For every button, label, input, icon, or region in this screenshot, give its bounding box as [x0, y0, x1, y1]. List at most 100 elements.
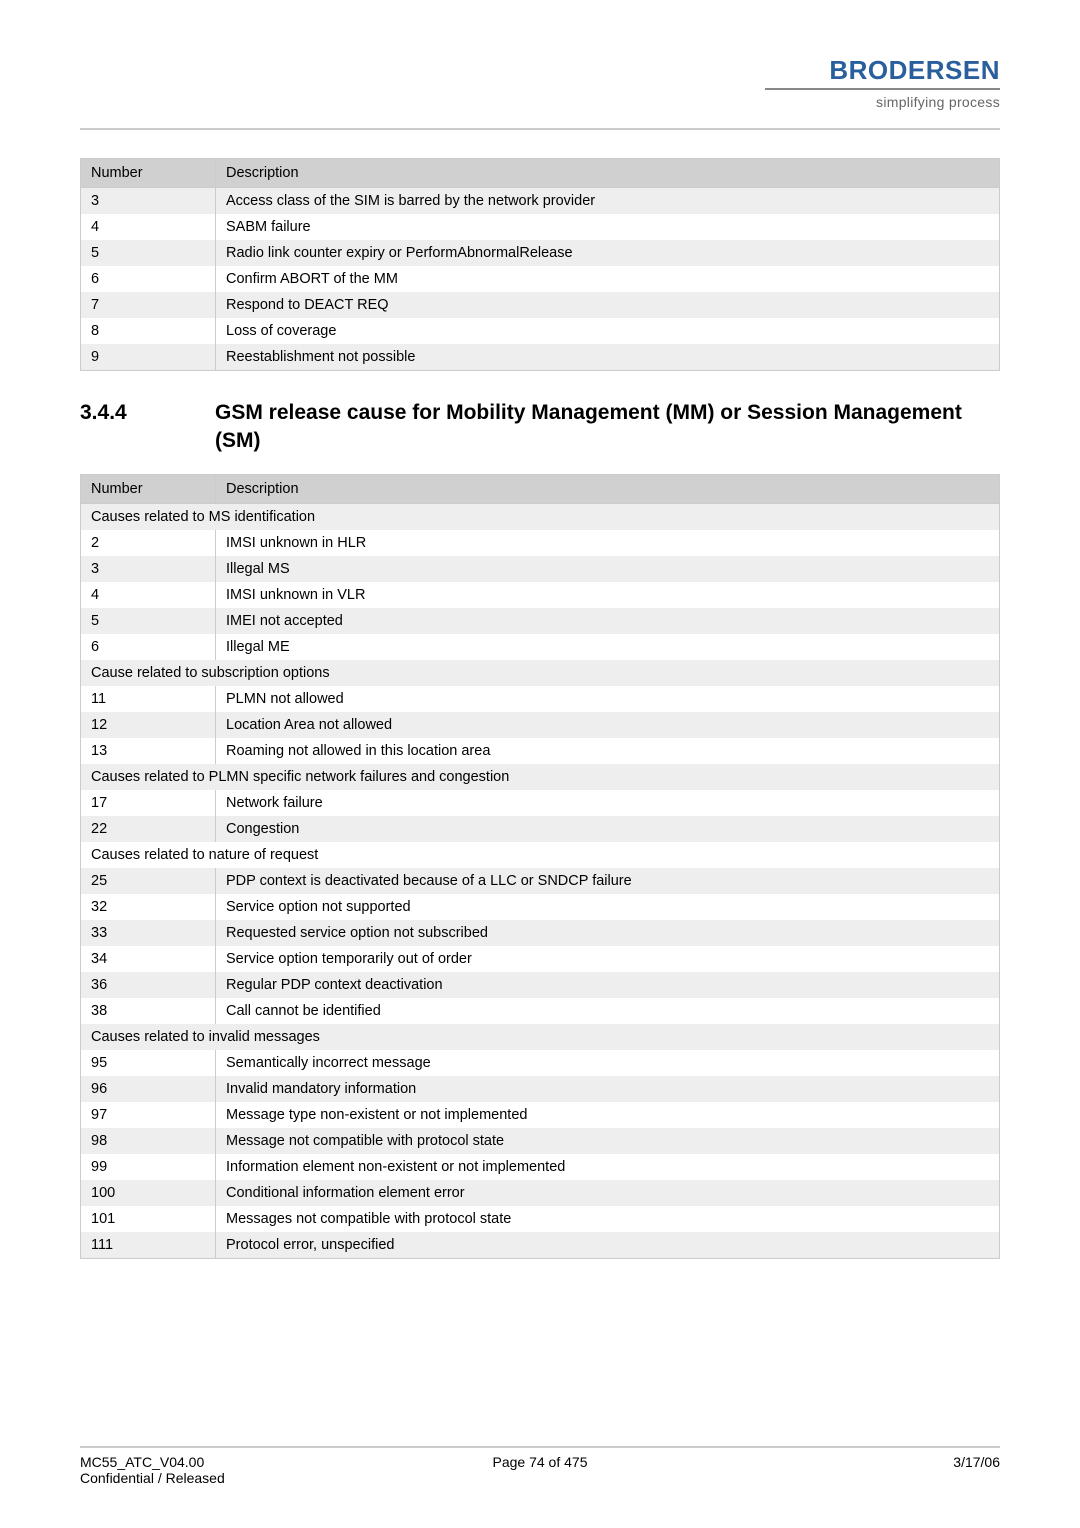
table-row: 101Messages not compatible with protocol… [81, 1206, 1000, 1232]
table-row: 38Call cannot be identified [81, 998, 1000, 1024]
th-description: Description [216, 159, 1000, 188]
table-row: 5IMEI not accepted [81, 608, 1000, 634]
cell-number: 17 [81, 790, 216, 816]
cell-description: Call cannot be identified [216, 998, 1000, 1024]
cell-description: Information element non-existent or not … [216, 1154, 1000, 1180]
cell-description: Reestablishment not possible [216, 344, 1000, 371]
table-row: 3Illegal MS [81, 556, 1000, 582]
cell-number: 7 [81, 292, 216, 318]
cell-description: Access class of the SIM is barred by the… [216, 188, 1000, 215]
th-number: Number [81, 159, 216, 188]
cell-description: Respond to DEACT REQ [216, 292, 1000, 318]
cell-description: IMSI unknown in VLR [216, 582, 1000, 608]
cell-description: Semantically incorrect message [216, 1050, 1000, 1076]
cell-number: 36 [81, 972, 216, 998]
section-title: GSM release cause for Mobility Managemen… [215, 399, 1000, 456]
table-subheading-row: Cause related to subscription options [81, 660, 1000, 686]
cell-number: 33 [81, 920, 216, 946]
cell-number: 34 [81, 946, 216, 972]
cell-description: Location Area not allowed [216, 712, 1000, 738]
section-number: 3.4.4 [80, 399, 215, 456]
table-row: 3Access class of the SIM is barred by th… [81, 188, 1000, 215]
footer-left: MC55_ATC_V04.00 Confidential / Released [80, 1454, 225, 1486]
table-row: 6Illegal ME [81, 634, 1000, 660]
footer-doc: MC55_ATC_V04.00 [80, 1454, 225, 1470]
table-row: 7Respond to DEACT REQ [81, 292, 1000, 318]
th-description: Description [216, 474, 1000, 503]
logo-text: BRODERSEN [765, 55, 1000, 86]
cell-number: 6 [81, 266, 216, 292]
table-row: 95Semantically incorrect message [81, 1050, 1000, 1076]
cell-number: 9 [81, 344, 216, 371]
footer-page: Page 74 of 475 [493, 1454, 588, 1470]
cell-description: Confirm ABORT of the MM [216, 266, 1000, 292]
cell-number: 99 [81, 1154, 216, 1180]
cell-number: 3 [81, 556, 216, 582]
cell-description: SABM failure [216, 214, 1000, 240]
cell-number: 8 [81, 318, 216, 344]
table-subheading-row: Causes related to invalid messages [81, 1024, 1000, 1050]
table-row: 22Congestion [81, 816, 1000, 842]
cell-description: Invalid mandatory information [216, 1076, 1000, 1102]
subheading-cell: Causes related to MS identification [81, 503, 1000, 530]
cell-number: 25 [81, 868, 216, 894]
table-row: 97Message type non-existent or not imple… [81, 1102, 1000, 1128]
table-row: 9Reestablishment not possible [81, 344, 1000, 371]
cell-description: IMSI unknown in HLR [216, 530, 1000, 556]
table-row: 25PDP context is deactivated because of … [81, 868, 1000, 894]
page-header: BRODERSEN simplifying process [80, 55, 1000, 130]
cell-description: Loss of coverage [216, 318, 1000, 344]
cell-description: Message not compatible with protocol sta… [216, 1128, 1000, 1154]
subheading-cell: Causes related to invalid messages [81, 1024, 1000, 1050]
table-row: 13Roaming not allowed in this location a… [81, 738, 1000, 764]
th-number: Number [81, 474, 216, 503]
cell-description: Network failure [216, 790, 1000, 816]
cell-number: 5 [81, 608, 216, 634]
table-row: 11PLMN not allowed [81, 686, 1000, 712]
cell-description: Illegal ME [216, 634, 1000, 660]
cell-description: Messages not compatible with protocol st… [216, 1206, 1000, 1232]
cell-description: Congestion [216, 816, 1000, 842]
table-row: 4IMSI unknown in VLR [81, 582, 1000, 608]
table-row: 2IMSI unknown in HLR [81, 530, 1000, 556]
cell-number: 13 [81, 738, 216, 764]
cell-number: 98 [81, 1128, 216, 1154]
table-row: 111Protocol error, unspecified [81, 1232, 1000, 1259]
cell-number: 97 [81, 1102, 216, 1128]
logo-underline [765, 88, 1000, 90]
cell-description: Regular PDP context deactivation [216, 972, 1000, 998]
cell-description: Service option not supported [216, 894, 1000, 920]
footer-status: Confidential / Released [80, 1470, 225, 1486]
table-row: 17Network failure [81, 790, 1000, 816]
table-row: 36Regular PDP context deactivation [81, 972, 1000, 998]
table-row: 34Service option temporarily out of orde… [81, 946, 1000, 972]
cell-description: Roaming not allowed in this location are… [216, 738, 1000, 764]
cell-description: IMEI not accepted [216, 608, 1000, 634]
cell-description: Message type non-existent or not impleme… [216, 1102, 1000, 1128]
table-row: 96Invalid mandatory information [81, 1076, 1000, 1102]
table-row: 98Message not compatible with protocol s… [81, 1128, 1000, 1154]
cell-number: 100 [81, 1180, 216, 1206]
table-row: 5Radio link counter expiry or PerformAbn… [81, 240, 1000, 266]
cell-number: 38 [81, 998, 216, 1024]
cell-number: 4 [81, 214, 216, 240]
page-footer: MC55_ATC_V04.00 Confidential / Released … [80, 1446, 1000, 1486]
table-row: 8Loss of coverage [81, 318, 1000, 344]
cell-number: 12 [81, 712, 216, 738]
cell-number: 4 [81, 582, 216, 608]
table-subheading-row: Causes related to MS identification [81, 503, 1000, 530]
cell-number: 5 [81, 240, 216, 266]
table-row: 32Service option not supported [81, 894, 1000, 920]
table-one: Number Description 3Access class of the … [80, 158, 1000, 371]
table-row: 100Conditional information element error [81, 1180, 1000, 1206]
logo-block: BRODERSEN simplifying process [765, 55, 1000, 110]
cell-number: 11 [81, 686, 216, 712]
table-row: 33Requested service option not subscribe… [81, 920, 1000, 946]
section-heading: 3.4.4 GSM release cause for Mobility Man… [80, 399, 1000, 456]
cell-number: 95 [81, 1050, 216, 1076]
subheading-cell: Causes related to PLMN specific network … [81, 764, 1000, 790]
footer-date: 3/17/06 [953, 1454, 1000, 1486]
table-subheading-row: Causes related to PLMN specific network … [81, 764, 1000, 790]
subheading-cell: Causes related to nature of request [81, 842, 1000, 868]
table-row: 4SABM failure [81, 214, 1000, 240]
